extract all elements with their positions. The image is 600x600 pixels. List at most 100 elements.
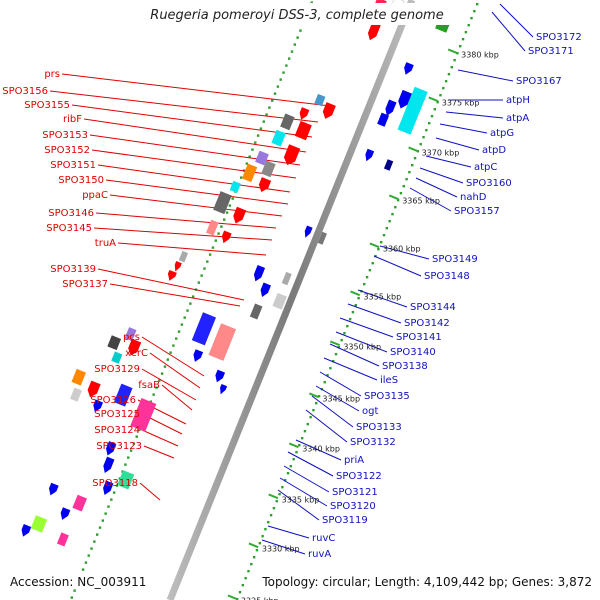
gene-label-reverse[interactable]: SPO3121 [332,487,378,498]
gene-label-reverse[interactable]: ileS [380,375,398,386]
gene-block [377,112,390,127]
gene-label-forward[interactable]: SPO3139 [50,264,96,275]
gene-label-reverse[interactable]: ruvA [308,549,331,560]
gene-arrow [193,349,204,362]
gene-label-forward[interactable]: SPO3137 [62,279,108,290]
gc-dot [298,443,301,447]
gc-dot [402,184,405,188]
gene-arrow [103,456,115,473]
gene-label-reverse[interactable]: SPO3171 [528,46,574,57]
gene-label-reverse[interactable]: SPO3141 [396,332,442,343]
gene-label-forward[interactable]: SPO3125 [94,409,140,420]
scale-tick-label: 3330 kbp [262,545,300,554]
gene-label-forward[interactable]: SPO3150 [58,175,104,186]
gc-dot [475,2,479,6]
gene-block [208,323,237,361]
leader-line [419,167,464,184]
gene-label-reverse[interactable]: ruvC [312,533,335,544]
gene-label-reverse[interactable]: SPO3160 [466,178,512,189]
gene-label-reverse[interactable]: atpH [506,95,530,106]
gene-label-forward[interactable]: SPO3146 [48,208,94,219]
gene-arrow [167,269,177,281]
gc-dot [169,351,172,354]
gc-dot [282,71,285,74]
leader-line [373,255,422,277]
gc-dot [252,555,256,559]
gene-arrow [103,480,114,496]
gc-dot [272,506,276,510]
gene-block [206,219,219,236]
gene-label-reverse[interactable]: SPO3135 [364,391,410,402]
gene-label-forward[interactable]: fsaB [138,380,160,391]
accession-text: Accession: NC_003911 [10,575,147,589]
gene-block [117,470,135,490]
gene-label-reverse[interactable]: ogt [362,406,378,417]
scale-tick [288,442,299,449]
gc-dot [405,177,408,181]
gene-arrow [60,507,71,520]
gene-label-reverse[interactable]: SPO3119 [322,515,368,526]
gc-dot [267,520,270,524]
gc-dot [107,505,110,508]
gene-label-reverse[interactable]: SPO3172 [536,32,582,43]
scale-tick [268,493,279,500]
leader-line [109,194,283,217]
gene-label-reverse[interactable]: SPO3138 [382,361,428,372]
gene-label-reverse[interactable]: SPO3148 [424,271,470,282]
gc-dot [104,512,107,515]
gene-block [130,397,157,432]
gene-block [249,303,263,320]
gene-label-forward[interactable]: ribF [63,114,82,125]
gene-label-reverse[interactable]: SPO3120 [330,501,376,512]
gc-dot [160,372,164,375]
gene-block [113,383,133,407]
gene-label-reverse[interactable]: SPO3157 [454,206,500,217]
gene-label-forward[interactable]: SPO3145 [46,223,92,234]
gene-label-forward[interactable]: SPO3152 [44,145,90,156]
gene-label-reverse[interactable]: atpC [474,162,497,173]
gene-label-reverse[interactable]: atpD [482,145,506,156]
gene-label-forward[interactable]: pcs [123,332,140,343]
gc-dot [293,43,297,46]
leader-line [347,303,402,324]
gc-dot [310,1,313,4]
gene-label-reverse[interactable]: SPO3149 [432,254,478,265]
gene-label-forward[interactable]: SPO3153 [42,130,88,141]
gc-dot [430,114,434,118]
gc-dot [90,547,93,550]
gene-label-reverse[interactable]: SPO3133 [356,422,402,433]
gene-label-reverse[interactable]: SPO3140 [390,347,436,358]
gene-label-forward[interactable]: SPO3129 [94,364,140,375]
gc-dot [269,513,273,517]
gene-label-forward[interactable]: SPO3123 [96,441,142,452]
gene-label-reverse[interactable]: priA [344,455,364,466]
gc-dot [456,51,459,55]
leader-line [435,137,480,151]
gc-dot [470,16,473,20]
leader-line [139,482,161,501]
gc-dot [348,317,352,321]
leader-line [141,368,197,401]
gc-dot [247,569,250,573]
gene-label-forward[interactable]: SPO3126 [90,395,136,406]
gene-label-forward[interactable]: SPO3118 [92,478,138,489]
leader-line [439,123,488,134]
gene-label-reverse[interactable]: atpA [506,113,529,124]
gene-label-reverse[interactable]: atpG [490,128,514,139]
gene-label-forward[interactable]: truA [95,238,116,249]
gene-label-reverse[interactable]: SPO3142 [404,318,450,329]
gene-label-forward[interactable]: SPO3156 [2,86,48,97]
gene-label-reverse[interactable]: SPO3132 [350,437,396,448]
gene-label-forward[interactable]: ppaC [82,190,108,201]
gene-label-forward[interactable]: SPO3124 [94,425,140,436]
scale-tick-label: 3345 kbp [322,395,360,404]
gene-label-reverse[interactable]: SPO3167 [516,76,562,87]
gene-label-forward[interactable]: xerC [125,348,148,359]
gene-label-forward[interactable]: prs [44,69,60,80]
gene-label-reverse[interactable]: SPO3122 [336,471,382,482]
gene-label-forward[interactable]: SPO3155 [24,100,70,111]
gene-label-reverse[interactable]: SPO3144 [410,302,456,313]
gene-label-forward[interactable]: SPO3151 [50,160,96,171]
gene-label-reverse[interactable]: nahD [460,192,487,203]
gc-dot [271,99,274,102]
